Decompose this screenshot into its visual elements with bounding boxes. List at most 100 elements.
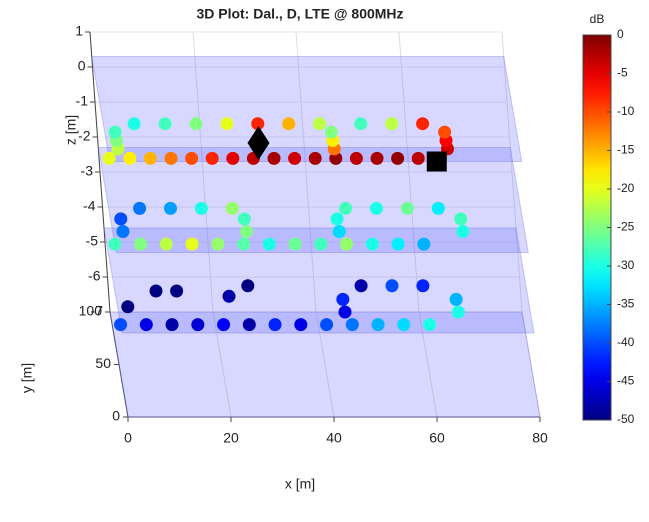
data-point [194, 201, 208, 215]
x-tick-label: 60 [429, 430, 445, 446]
z-tick-label: -4 [83, 198, 96, 214]
colorbar-tick-label: -50 [617, 412, 635, 426]
colorbar-tick-label: -25 [617, 220, 635, 234]
data-point [121, 300, 135, 314]
x-tick-label: 80 [532, 430, 548, 446]
data-point [237, 212, 251, 226]
data-point [139, 318, 153, 332]
data-point [217, 318, 231, 332]
diamond-marker [247, 126, 270, 161]
data-point [134, 237, 148, 251]
data-point [133, 201, 147, 215]
data-point [225, 201, 239, 215]
data-point [338, 305, 352, 319]
data-point [226, 151, 240, 165]
z-tick-label: -1 [76, 93, 89, 109]
data-point [451, 305, 465, 319]
data-point [391, 237, 405, 251]
data-point [308, 151, 322, 165]
x-axis-label: x [m] [285, 476, 315, 492]
data-point [114, 212, 128, 226]
data-point [185, 237, 199, 251]
z-tick-label: 0 [78, 58, 86, 74]
data-point [282, 117, 296, 131]
data-point [170, 284, 184, 298]
data-point [417, 237, 431, 251]
data-point [240, 225, 254, 238]
data-point [164, 151, 178, 165]
colorbar-tick-label: 0 [617, 27, 624, 41]
colorbar-tick-label: -10 [617, 104, 635, 118]
data-point [339, 201, 353, 215]
data-point [108, 125, 122, 139]
data-point [456, 225, 470, 238]
chart-title: 3D Plot: Dal., D, LTE @ 800MHz [196, 6, 403, 22]
data-point [241, 279, 255, 293]
floor-plane [109, 311, 541, 418]
data-point [371, 318, 385, 332]
z-tick-label: -5 [86, 233, 99, 249]
data-point [324, 125, 338, 139]
y-axis-label: y [m] [19, 363, 35, 393]
data-point [314, 237, 328, 251]
data-point [127, 117, 141, 131]
data-point [423, 318, 437, 332]
data-point [267, 151, 281, 165]
colorbar-tick-label: -45 [617, 374, 635, 388]
data-point [237, 237, 251, 251]
data-point [313, 117, 327, 131]
data-point [454, 212, 468, 226]
data-point [330, 212, 344, 226]
data-point [123, 151, 137, 165]
data-point [349, 151, 363, 165]
data-point [345, 318, 359, 332]
data-point [354, 117, 368, 131]
data-point [385, 279, 399, 293]
data-point [114, 318, 128, 332]
data-point [159, 237, 173, 251]
data-point [320, 318, 334, 332]
data-point [185, 151, 199, 165]
data-point [189, 117, 203, 131]
data-point [102, 151, 116, 165]
data-point [158, 117, 172, 131]
data-point [163, 201, 177, 215]
colorbar-tick-label: -15 [617, 143, 635, 157]
data-point [354, 279, 368, 293]
z-axis-label: z [m] [63, 115, 79, 145]
square-marker [426, 151, 447, 172]
data-point [336, 292, 350, 306]
colorbar [582, 34, 612, 421]
colorbar-tick-label: -20 [617, 181, 635, 195]
data-point [391, 151, 405, 165]
data-point [205, 151, 219, 165]
data-point [416, 117, 430, 131]
x-tick-label: 40 [326, 430, 342, 446]
colorbar-tick-label: -35 [617, 297, 635, 311]
data-point [268, 318, 282, 332]
data-point [369, 201, 383, 215]
z-tick-label: -6 [88, 268, 101, 284]
data-point [149, 284, 163, 298]
x-tick-label: 0 [124, 430, 132, 446]
data-point [294, 318, 308, 332]
data-point [191, 318, 205, 332]
data-point [340, 237, 354, 251]
data-point [397, 318, 411, 332]
floor-plane [97, 147, 529, 253]
data-point [400, 201, 414, 215]
colorbar-label: dB [590, 12, 605, 26]
data-point [108, 237, 122, 251]
data-point [262, 237, 276, 251]
data-point [288, 237, 302, 251]
z-tick-label: -3 [81, 163, 94, 179]
colorbar-tick-label: -40 [617, 335, 635, 349]
data-point [251, 117, 265, 131]
colorbar-tick-label: -5 [617, 66, 628, 80]
floor-plane [103, 227, 535, 334]
data-point [211, 237, 225, 251]
data-point [222, 289, 236, 303]
data-point [242, 318, 256, 332]
data-point [438, 125, 452, 139]
